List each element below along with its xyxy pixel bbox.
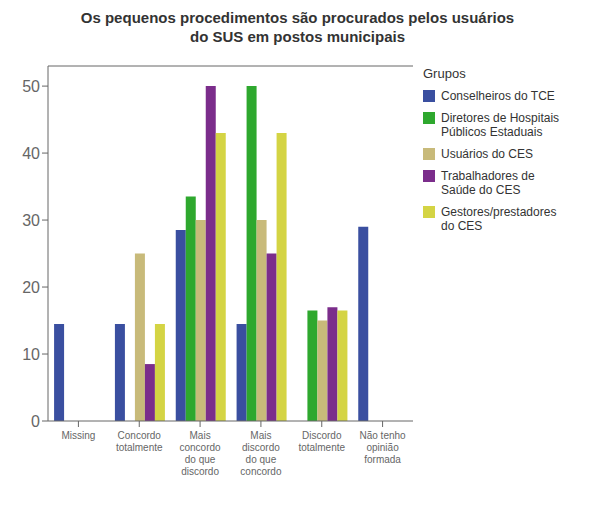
svg-text:40: 40 [22, 145, 40, 162]
html-text:Os pequenos procedimentos são: Os pequenos procedimentos são procurados… [80, 9, 515, 45]
svg-text:Concordototalmente: Concordototalmente [116, 430, 163, 453]
svg-text:20: 20 [22, 279, 40, 296]
svg-text:Discordototalmente: Discordototalmente [298, 430, 345, 453]
svg-text:Missing: Missing [61, 430, 95, 441]
html-text:Conselheiros do TCE: Conselheiros do TCE [441, 89, 555, 103]
svg-text:Não tenhoopiniãoformada: Não tenhoopiniãoformada [360, 430, 407, 465]
svg-text:10: 10 [22, 346, 40, 363]
svg-text:0: 0 [31, 413, 40, 430]
svg-text:50: 50 [22, 78, 40, 95]
html-text:Trabalhadores de Saúde do CES: Trabalhadores de Saúde do CES [441, 169, 535, 197]
svg-text:30: 30 [22, 212, 40, 229]
html-text:Usuários do CES: Usuários do CES [441, 147, 533, 161]
svg-text:Maisdiscordodo queconcordo: Maisdiscordodo queconcordo [240, 430, 282, 477]
html-text:Gestores/prestadores do CES: Gestores/prestadores do CES [441, 205, 557, 233]
html-text:Grupos: Grupos [423, 66, 466, 81]
svg-text:Maisconcordodo quediscordo: Maisconcordodo quediscordo [180, 430, 222, 477]
html-text:Diretores de Hospitais Público: Diretores de Hospitais Públicos Estaduai… [441, 111, 560, 139]
